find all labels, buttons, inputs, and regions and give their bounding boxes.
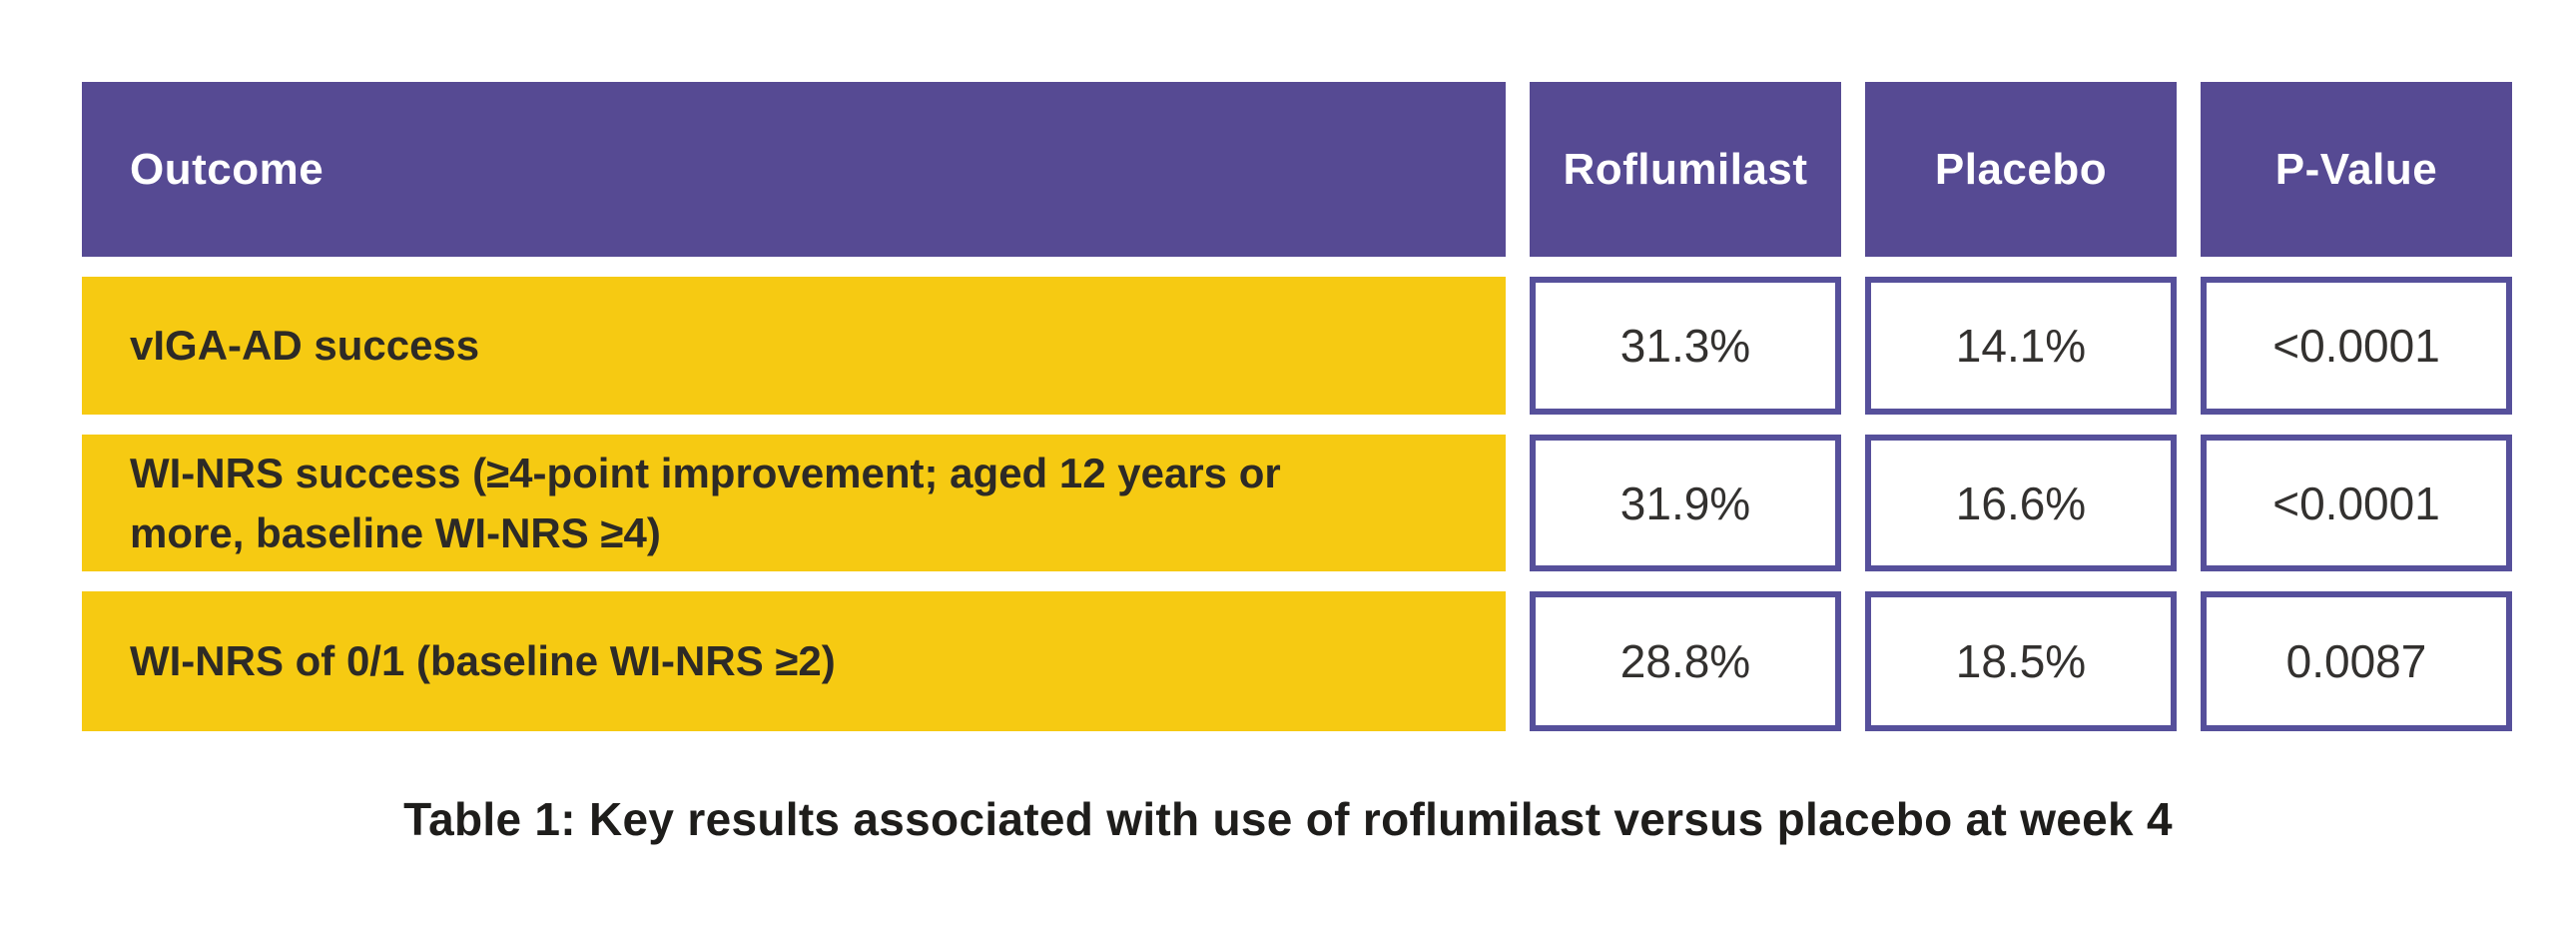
column-header-outcome: Outcome	[82, 82, 1506, 257]
value-cell-roflumilast-row2: 31.9%	[1530, 435, 1841, 571]
value-cell-roflumilast-row3: 28.8%	[1530, 591, 1841, 731]
value-cell-placebo-row3: 18.5%	[1865, 591, 2177, 731]
value-cell-placebo-row2: 16.6%	[1865, 435, 2177, 571]
column-header-roflumilast: Roflumilast	[1530, 82, 1841, 257]
row-label-winrs-01: WI-NRS of 0/1 (baseline WI-NRS ≥2)	[82, 591, 1506, 731]
value-cell-pvalue-row3: 0.0087	[2201, 591, 2512, 731]
row-label-viga-ad: vIGA-AD success	[82, 277, 1506, 415]
column-header-placebo: Placebo	[1865, 82, 2177, 257]
value-cell-placebo-row1: 14.1%	[1865, 277, 2177, 415]
row-label-winrs-success: WI-NRS success (≥4-point improvement; ag…	[82, 435, 1506, 571]
table-caption: Table 1: Key results associated with use…	[403, 793, 2173, 845]
results-table: Outcome Roflumilast Placebo P-Value vIGA…	[82, 82, 2512, 731]
value-cell-pvalue-row2: <0.0001	[2201, 435, 2512, 571]
value-cell-pvalue-row1: <0.0001	[2201, 277, 2512, 415]
value-cell-roflumilast-row1: 31.3%	[1530, 277, 1841, 415]
column-header-p-value: P-Value	[2201, 82, 2512, 257]
